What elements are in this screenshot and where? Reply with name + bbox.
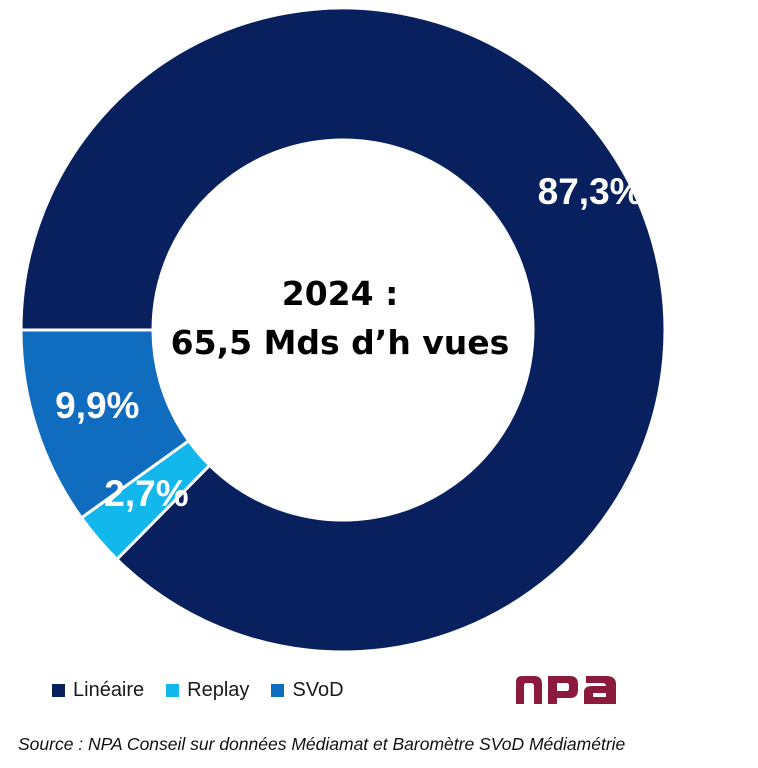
donut-chart: 87,3% 2,7% 9,9% 2024 : 65,5 Mds d’h vues [19, 6, 667, 654]
legend-label-replay: Replay [187, 679, 250, 701]
legend-item-replay: Replay [166, 679, 249, 702]
legend-label-svod: SVoD [292, 679, 344, 701]
legend-swatch-svod [271, 684, 285, 697]
slice-label-svod: 9,9% [55, 385, 139, 426]
donut-slices [19, 6, 667, 654]
slice-label-lin-aire: 87,3% [538, 171, 643, 212]
center-title: 2024 : [282, 274, 399, 313]
slice-lin-aire [19, 6, 667, 654]
source-note: Source : NPA Conseil sur données Médiama… [18, 734, 626, 754]
slice-svod [19, 328, 191, 520]
center-subtitle: 65,5 Mds d’h vues [171, 323, 510, 362]
slice-labels: 87,3% 2,7% 9,9% [55, 171, 642, 514]
legend-swatch-lineaire [52, 684, 65, 697]
legend: Linéaire Replay SVoD [52, 679, 366, 702]
npa-logo [516, 676, 616, 704]
legend-swatch-replay [166, 684, 180, 697]
legend-item-lineaire: Linéaire [52, 679, 144, 702]
legend-label-lineaire: Linéaire [73, 679, 145, 701]
legend-item-svod: SVoD [271, 679, 344, 702]
slice-label-replay: 2,7% [104, 473, 188, 514]
